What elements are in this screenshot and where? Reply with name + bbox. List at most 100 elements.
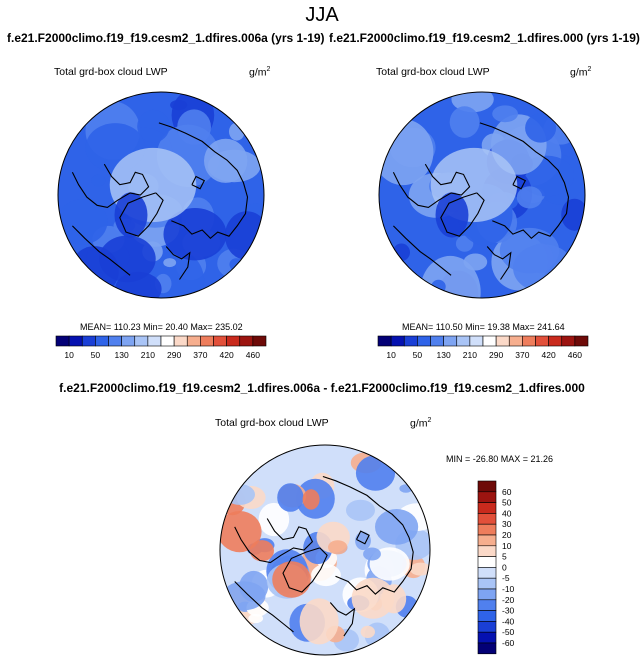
panel1-colorbar-box-15 xyxy=(252,335,267,347)
panel1-variable-label: Total grd-box cloud LWP xyxy=(54,66,168,78)
panel2-colorbar-box-8 xyxy=(482,335,497,347)
panel3-field-patch xyxy=(360,625,375,638)
panel3-colorbar-box-0 xyxy=(477,480,497,493)
panel2-field-patch xyxy=(525,113,557,143)
panel3-field-patch xyxy=(222,581,266,611)
panel3-field-patch xyxy=(272,561,311,598)
panel2-field-patch xyxy=(516,186,543,209)
panel1-colorbar-box-1 xyxy=(68,335,83,347)
panel2-polar-map xyxy=(378,91,586,299)
panel1-colorbar-box-2 xyxy=(81,335,96,347)
panel2-colorbar-box-14 xyxy=(561,335,576,347)
panel1-colorbar-box-3 xyxy=(95,335,109,347)
panel1-colorbar-tick-label: 420 xyxy=(220,350,234,360)
panel2-colorbar-box-4 xyxy=(430,335,444,347)
left-case-title: f.e21.F2000climo.f19_f19.cesm2_1.dfires.… xyxy=(7,31,325,45)
panel3-colorbar-tick-label: 10 xyxy=(502,541,512,551)
panel1-colorbar-box-5 xyxy=(121,335,136,347)
panel2-colorbar-box-5 xyxy=(443,335,458,347)
panel2-field-patch xyxy=(449,106,480,138)
panel2-colorbar-tick-label: 10 xyxy=(386,350,396,360)
panel1-colorbar-tick-label: 130 xyxy=(115,350,129,360)
panel3-field-patch xyxy=(249,540,274,562)
panel3-colorbar-box-12 xyxy=(477,610,497,622)
panel1-colorbar-box-0 xyxy=(55,335,70,347)
panel3-field-patch xyxy=(311,564,341,587)
panel2-colorbar-tick-label: 50 xyxy=(413,350,423,360)
panel1-colorbar-box-14 xyxy=(239,335,254,347)
panel1-field-patch xyxy=(170,99,188,111)
panel2-colorbar-tick-label: 290 xyxy=(489,350,503,360)
panel1-colorbar-tick-label: 210 xyxy=(141,350,155,360)
panel2-colorbar-tick-label: 460 xyxy=(568,350,582,360)
panel3-field-patch xyxy=(355,531,371,551)
panel2-variable-label: Total grd-box cloud LWP xyxy=(376,66,490,78)
panel3-colorbar-box-7 xyxy=(477,556,497,568)
panel2-field-patch xyxy=(435,192,469,238)
panel1-colorbar-box-4 xyxy=(108,335,122,347)
panel1-colorbar-box-8 xyxy=(160,335,175,347)
panel3-colorbar-box-11 xyxy=(477,599,497,611)
panel1-field-patch xyxy=(58,199,108,245)
panel3-colorbar-box-14 xyxy=(477,631,497,644)
panel3-field-patch xyxy=(355,455,396,491)
panel3-field-patch xyxy=(302,489,320,510)
panel1-field-patch xyxy=(91,174,106,187)
panel3-field-patch xyxy=(328,540,348,555)
panel1-field-patch xyxy=(99,235,156,283)
panel1-colorbar-tick-label: 460 xyxy=(246,350,260,360)
panel3-colorbar-tick-label: 50 xyxy=(502,498,512,508)
panel3-colorbar-tick-label: 0 xyxy=(502,562,507,572)
panel1-colorbar-tick-label: 290 xyxy=(167,350,181,360)
panel3-colorbar-box-4 xyxy=(477,523,497,536)
panel3-colorbar-box-10 xyxy=(477,588,497,601)
panel1-colorbar-box-9 xyxy=(173,335,188,347)
panel2-colorbar-box-12 xyxy=(535,335,549,347)
panel1-map-border xyxy=(57,91,265,299)
panel2-colorbar-box-9 xyxy=(495,335,510,347)
panel3-colorbar-tick-label: 40 xyxy=(502,508,512,518)
panel3-colorbar-box-6 xyxy=(477,545,497,557)
panel1-field-patch xyxy=(163,258,177,268)
panel3-colorbar-box-2 xyxy=(477,502,497,514)
panel3-colorbar-box-13 xyxy=(477,621,497,633)
panel3-polar-map xyxy=(219,444,431,656)
panel2-field-patch xyxy=(419,255,481,298)
panel1-colorbar-box-11 xyxy=(200,335,214,347)
panel3-colorbar-tick-label: -20 xyxy=(502,595,515,605)
panel3-colorbar-tick-label: -50 xyxy=(502,627,515,637)
panel3-colorbar-tick-label: -10 xyxy=(502,584,515,594)
panel2-units: g/m2 xyxy=(570,66,592,79)
panel3-colorbar-tick-label: -5 xyxy=(502,573,510,583)
panel2-colorbar-tick-label: 420 xyxy=(542,350,556,360)
panel3-field-patch xyxy=(363,547,381,561)
difference-title: f.e21.F2000climo.f19_f19.cesm2_1.dfires.… xyxy=(59,381,585,395)
panel1-coastlines xyxy=(71,122,249,280)
panel3-colorbar-box-8 xyxy=(477,567,497,579)
panel3-field-patch xyxy=(299,598,339,645)
panel3-colorbar-tick-label: 30 xyxy=(502,519,512,529)
panel2-field-patch xyxy=(431,279,446,294)
panel1-colorbar-tick-label: 10 xyxy=(64,350,74,360)
panel1-colorbar-box-7 xyxy=(147,335,162,347)
panel2-colorbar-box-3 xyxy=(417,335,431,347)
panel2-colorbar-box-13 xyxy=(548,335,563,347)
panel3-colorbar-box-15 xyxy=(477,642,497,655)
panel3-colorbar-tick-label: -60 xyxy=(502,638,515,648)
panel1-colorbar-box-6 xyxy=(134,335,149,347)
panel1-colorbar-box-13 xyxy=(226,335,241,347)
panel2-colorbar-box-2 xyxy=(403,335,418,347)
panel2-colorbar-box-10 xyxy=(508,335,523,347)
panel2-field-patch xyxy=(455,235,474,252)
panel2-stats: MEAN= 110.50 Min= 19.38 Max= 241.64 xyxy=(402,322,565,332)
right-case-title: f.e21.F2000climo.f19_f19.cesm2_1.dfires.… xyxy=(329,31,640,45)
panel3-units: g/m2 xyxy=(410,417,432,430)
panel2-colorbar-box-15 xyxy=(574,335,589,347)
panel2-field-patch xyxy=(492,105,518,123)
panel3-field-patch xyxy=(351,577,395,619)
panel3-colorbar-box-9 xyxy=(477,577,497,590)
panel2-colorbar-box-7 xyxy=(469,335,484,347)
panel3-field-patch xyxy=(375,509,419,545)
panel2-colorbar-box-1 xyxy=(390,335,405,347)
